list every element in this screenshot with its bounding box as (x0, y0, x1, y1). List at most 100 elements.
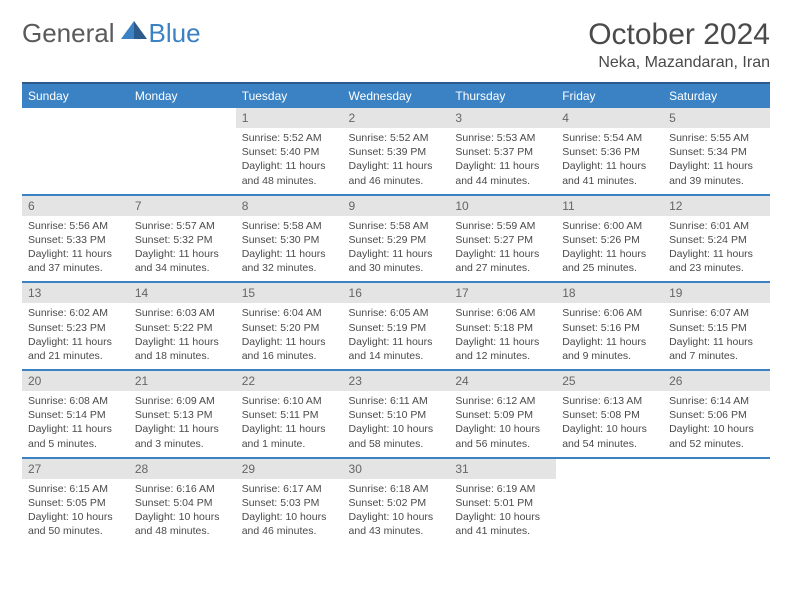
day-number: 19 (663, 283, 770, 303)
day-cell: 24Sunrise: 6:12 AMSunset: 5:09 PMDayligh… (449, 370, 556, 458)
day-number: 23 (343, 371, 450, 391)
day-number: 18 (556, 283, 663, 303)
day-details: Sunrise: 6:04 AMSunset: 5:20 PMDaylight:… (236, 303, 343, 369)
day-details: Sunrise: 5:59 AMSunset: 5:27 PMDaylight:… (449, 216, 556, 282)
weekday-header: Tuesday (236, 83, 343, 108)
day-cell: 10Sunrise: 5:59 AMSunset: 5:27 PMDayligh… (449, 195, 556, 283)
day-details: Sunrise: 6:12 AMSunset: 5:09 PMDaylight:… (449, 391, 556, 457)
weekday-header: Monday (129, 83, 236, 108)
day-details: Sunrise: 5:52 AMSunset: 5:39 PMDaylight:… (343, 128, 450, 194)
day-details: Sunrise: 5:52 AMSunset: 5:40 PMDaylight:… (236, 128, 343, 194)
day-number: 20 (22, 371, 129, 391)
day-details: Sunrise: 6:09 AMSunset: 5:13 PMDaylight:… (129, 391, 236, 457)
week-row: 20Sunrise: 6:08 AMSunset: 5:14 PMDayligh… (22, 370, 770, 458)
day-number: 11 (556, 196, 663, 216)
day-details: Sunrise: 5:53 AMSunset: 5:37 PMDaylight:… (449, 128, 556, 194)
day-number: 8 (236, 196, 343, 216)
logo-text-general: General (22, 18, 115, 49)
day-cell: 14Sunrise: 6:03 AMSunset: 5:22 PMDayligh… (129, 282, 236, 370)
day-cell: 3Sunrise: 5:53 AMSunset: 5:37 PMDaylight… (449, 108, 556, 195)
logo-text-blue: Blue (149, 18, 201, 49)
day-details: Sunrise: 5:57 AMSunset: 5:32 PMDaylight:… (129, 216, 236, 282)
day-number: 10 (449, 196, 556, 216)
day-cell: 27Sunrise: 6:15 AMSunset: 5:05 PMDayligh… (22, 458, 129, 545)
calendar-table: Sunday Monday Tuesday Wednesday Thursday… (22, 82, 770, 544)
day-details: Sunrise: 6:17 AMSunset: 5:03 PMDaylight:… (236, 479, 343, 545)
day-cell: 18Sunrise: 6:06 AMSunset: 5:16 PMDayligh… (556, 282, 663, 370)
day-number: 27 (22, 459, 129, 479)
week-row: 13Sunrise: 6:02 AMSunset: 5:23 PMDayligh… (22, 282, 770, 370)
header: General Blue October 2024 Neka, Mazandar… (22, 18, 770, 72)
day-cell: 5Sunrise: 5:55 AMSunset: 5:34 PMDaylight… (663, 108, 770, 195)
page-title: October 2024 (588, 18, 770, 52)
day-number: 5 (663, 108, 770, 128)
day-details: Sunrise: 5:58 AMSunset: 5:29 PMDaylight:… (343, 216, 450, 282)
day-cell: 31Sunrise: 6:19 AMSunset: 5:01 PMDayligh… (449, 458, 556, 545)
week-row: 6Sunrise: 5:56 AMSunset: 5:33 PMDaylight… (22, 195, 770, 283)
day-number: 22 (236, 371, 343, 391)
day-cell: 19Sunrise: 6:07 AMSunset: 5:15 PMDayligh… (663, 282, 770, 370)
day-cell (129, 108, 236, 195)
day-cell: 7Sunrise: 5:57 AMSunset: 5:32 PMDaylight… (129, 195, 236, 283)
day-number: 16 (343, 283, 450, 303)
day-cell: 26Sunrise: 6:14 AMSunset: 5:06 PMDayligh… (663, 370, 770, 458)
week-row: 27Sunrise: 6:15 AMSunset: 5:05 PMDayligh… (22, 458, 770, 545)
day-number: 14 (129, 283, 236, 303)
location-text: Neka, Mazandaran, Iran (588, 54, 770, 72)
day-number: 28 (129, 459, 236, 479)
day-number: 31 (449, 459, 556, 479)
weekday-header: Friday (556, 83, 663, 108)
day-number: 15 (236, 283, 343, 303)
day-details: Sunrise: 6:10 AMSunset: 5:11 PMDaylight:… (236, 391, 343, 457)
day-details: Sunrise: 6:08 AMSunset: 5:14 PMDaylight:… (22, 391, 129, 457)
day-number: 9 (343, 196, 450, 216)
day-number: 12 (663, 196, 770, 216)
day-cell: 16Sunrise: 6:05 AMSunset: 5:19 PMDayligh… (343, 282, 450, 370)
day-cell: 21Sunrise: 6:09 AMSunset: 5:13 PMDayligh… (129, 370, 236, 458)
day-details: Sunrise: 5:55 AMSunset: 5:34 PMDaylight:… (663, 128, 770, 194)
day-details: Sunrise: 6:13 AMSunset: 5:08 PMDaylight:… (556, 391, 663, 457)
weekday-header: Wednesday (343, 83, 450, 108)
day-number: 21 (129, 371, 236, 391)
day-number: 6 (22, 196, 129, 216)
day-details: Sunrise: 5:54 AMSunset: 5:36 PMDaylight:… (556, 128, 663, 194)
day-details: Sunrise: 6:06 AMSunset: 5:18 PMDaylight:… (449, 303, 556, 369)
day-number: 26 (663, 371, 770, 391)
day-number: 13 (22, 283, 129, 303)
weekday-header-row: Sunday Monday Tuesday Wednesday Thursday… (22, 83, 770, 108)
day-number: 24 (449, 371, 556, 391)
day-cell (663, 458, 770, 545)
day-cell: 25Sunrise: 6:13 AMSunset: 5:08 PMDayligh… (556, 370, 663, 458)
day-cell: 17Sunrise: 6:06 AMSunset: 5:18 PMDayligh… (449, 282, 556, 370)
day-number: 1 (236, 108, 343, 128)
day-details: Sunrise: 6:00 AMSunset: 5:26 PMDaylight:… (556, 216, 663, 282)
day-details: Sunrise: 6:02 AMSunset: 5:23 PMDaylight:… (22, 303, 129, 369)
day-cell: 12Sunrise: 6:01 AMSunset: 5:24 PMDayligh… (663, 195, 770, 283)
day-details: Sunrise: 6:11 AMSunset: 5:10 PMDaylight:… (343, 391, 450, 457)
day-details: Sunrise: 5:58 AMSunset: 5:30 PMDaylight:… (236, 216, 343, 282)
day-details: Sunrise: 6:14 AMSunset: 5:06 PMDaylight:… (663, 391, 770, 457)
day-number: 17 (449, 283, 556, 303)
day-cell: 8Sunrise: 5:58 AMSunset: 5:30 PMDaylight… (236, 195, 343, 283)
day-cell: 1Sunrise: 5:52 AMSunset: 5:40 PMDaylight… (236, 108, 343, 195)
weekday-header: Thursday (449, 83, 556, 108)
day-cell: 2Sunrise: 5:52 AMSunset: 5:39 PMDaylight… (343, 108, 450, 195)
day-number: 7 (129, 196, 236, 216)
day-cell: 11Sunrise: 6:00 AMSunset: 5:26 PMDayligh… (556, 195, 663, 283)
day-cell (22, 108, 129, 195)
day-details: Sunrise: 6:05 AMSunset: 5:19 PMDaylight:… (343, 303, 450, 369)
day-cell: 9Sunrise: 5:58 AMSunset: 5:29 PMDaylight… (343, 195, 450, 283)
day-cell: 29Sunrise: 6:17 AMSunset: 5:03 PMDayligh… (236, 458, 343, 545)
day-details: Sunrise: 6:18 AMSunset: 5:02 PMDaylight:… (343, 479, 450, 545)
day-number: 3 (449, 108, 556, 128)
day-cell: 4Sunrise: 5:54 AMSunset: 5:36 PMDaylight… (556, 108, 663, 195)
day-number: 25 (556, 371, 663, 391)
logo: General Blue (22, 18, 201, 49)
day-cell: 20Sunrise: 6:08 AMSunset: 5:14 PMDayligh… (22, 370, 129, 458)
day-details: Sunrise: 6:06 AMSunset: 5:16 PMDaylight:… (556, 303, 663, 369)
day-details: Sunrise: 6:07 AMSunset: 5:15 PMDaylight:… (663, 303, 770, 369)
day-details: Sunrise: 6:15 AMSunset: 5:05 PMDaylight:… (22, 479, 129, 545)
day-number: 29 (236, 459, 343, 479)
day-details: Sunrise: 5:56 AMSunset: 5:33 PMDaylight:… (22, 216, 129, 282)
day-cell: 13Sunrise: 6:02 AMSunset: 5:23 PMDayligh… (22, 282, 129, 370)
